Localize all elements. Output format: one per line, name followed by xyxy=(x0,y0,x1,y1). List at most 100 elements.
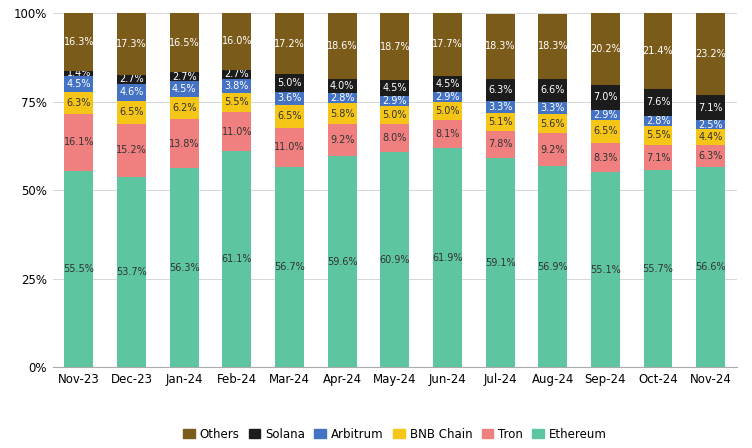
Text: 55.5%: 55.5% xyxy=(63,264,95,274)
Bar xyxy=(486,101,514,112)
Text: 1.4%: 1.4% xyxy=(67,68,91,78)
Bar xyxy=(328,124,356,156)
Bar xyxy=(117,13,146,75)
Bar xyxy=(644,13,672,89)
Text: 7.8%: 7.8% xyxy=(488,139,512,149)
Bar xyxy=(538,14,567,78)
Bar xyxy=(117,75,146,84)
Text: 5.1%: 5.1% xyxy=(488,116,512,127)
Bar xyxy=(170,13,199,72)
Text: 61.9%: 61.9% xyxy=(432,253,462,263)
Text: 4.5%: 4.5% xyxy=(435,79,459,89)
Bar xyxy=(223,112,251,151)
Text: 17.3%: 17.3% xyxy=(117,39,147,49)
Bar xyxy=(433,102,462,120)
Bar xyxy=(486,14,514,78)
Text: 60.9%: 60.9% xyxy=(380,254,410,265)
Bar xyxy=(117,84,146,100)
Text: 2.9%: 2.9% xyxy=(593,110,617,120)
Text: 6.3%: 6.3% xyxy=(699,151,723,161)
Text: 4.0%: 4.0% xyxy=(330,82,354,91)
Text: 13.8%: 13.8% xyxy=(169,139,199,149)
Bar xyxy=(696,129,725,145)
Text: 4.5%: 4.5% xyxy=(172,84,196,95)
Text: 4.6%: 4.6% xyxy=(120,87,144,97)
Text: 56.3%: 56.3% xyxy=(169,263,199,273)
Text: 6.2%: 6.2% xyxy=(172,103,196,113)
Bar xyxy=(644,145,672,170)
Bar xyxy=(381,95,409,106)
Text: 5.5%: 5.5% xyxy=(646,130,670,140)
Bar xyxy=(696,121,725,129)
Text: 3.6%: 3.6% xyxy=(277,93,302,103)
Bar xyxy=(275,92,304,105)
Bar xyxy=(117,124,146,177)
Text: 8.1%: 8.1% xyxy=(435,129,459,139)
Text: 17.2%: 17.2% xyxy=(274,39,305,49)
Bar xyxy=(644,116,672,125)
Text: 16.5%: 16.5% xyxy=(169,38,199,47)
Text: 4.4%: 4.4% xyxy=(699,132,723,142)
Text: 2.9%: 2.9% xyxy=(435,92,459,102)
Text: 2.7%: 2.7% xyxy=(172,72,196,82)
Bar xyxy=(170,82,199,97)
Bar xyxy=(538,114,567,134)
Bar xyxy=(433,76,462,92)
Text: 11.0%: 11.0% xyxy=(274,142,305,152)
Text: 7.6%: 7.6% xyxy=(646,97,670,107)
Text: 2.7%: 2.7% xyxy=(120,74,144,84)
Bar xyxy=(223,70,251,79)
Text: 8.3%: 8.3% xyxy=(593,153,617,163)
Text: 6.5%: 6.5% xyxy=(120,107,144,117)
Text: 7.1%: 7.1% xyxy=(646,153,670,163)
Text: 55.1%: 55.1% xyxy=(590,265,620,275)
Text: 53.7%: 53.7% xyxy=(117,267,147,277)
Text: 18.3%: 18.3% xyxy=(538,41,568,51)
Bar xyxy=(328,13,356,79)
Bar xyxy=(486,78,514,101)
Text: 56.7%: 56.7% xyxy=(274,262,305,272)
Bar xyxy=(696,145,725,167)
Text: 4.5%: 4.5% xyxy=(383,82,407,93)
Bar xyxy=(381,13,409,80)
Text: 2.8%: 2.8% xyxy=(330,93,354,103)
Text: 56.9%: 56.9% xyxy=(538,262,568,271)
Text: 18.7%: 18.7% xyxy=(380,42,410,52)
Text: 20.2%: 20.2% xyxy=(590,44,620,54)
Bar xyxy=(591,110,620,120)
Bar xyxy=(170,119,199,168)
Bar xyxy=(591,120,620,143)
Legend: Others, Solana, Arbitrum, BNB Chain, Tron, Ethereum: Others, Solana, Arbitrum, BNB Chain, Tro… xyxy=(178,423,611,445)
Bar xyxy=(328,156,356,367)
Text: 9.2%: 9.2% xyxy=(541,145,565,155)
Bar xyxy=(275,167,304,367)
Bar xyxy=(696,95,725,121)
Text: 7.1%: 7.1% xyxy=(699,103,723,113)
Bar xyxy=(381,152,409,367)
Text: 11.0%: 11.0% xyxy=(222,127,252,137)
Bar xyxy=(486,158,514,367)
Text: 23.2%: 23.2% xyxy=(696,49,726,59)
Bar xyxy=(170,72,199,82)
Bar xyxy=(538,78,567,102)
Bar xyxy=(223,151,251,367)
Text: 59.6%: 59.6% xyxy=(327,257,357,267)
Bar xyxy=(65,71,93,76)
Text: 55.7%: 55.7% xyxy=(642,264,674,274)
Text: 17.7%: 17.7% xyxy=(432,39,462,49)
Text: 61.1%: 61.1% xyxy=(222,254,252,264)
Text: 6.5%: 6.5% xyxy=(593,126,617,137)
Text: 5.0%: 5.0% xyxy=(383,110,407,120)
Bar xyxy=(538,166,567,367)
Text: 15.2%: 15.2% xyxy=(117,146,147,155)
Text: 2.7%: 2.7% xyxy=(225,69,249,79)
Text: 4.5%: 4.5% xyxy=(67,79,91,89)
Text: 2.9%: 2.9% xyxy=(383,96,407,106)
Bar xyxy=(538,102,567,114)
Bar xyxy=(65,13,93,71)
Text: 2.5%: 2.5% xyxy=(699,120,723,130)
Bar xyxy=(381,124,409,152)
Bar xyxy=(275,74,304,92)
Text: 2.8%: 2.8% xyxy=(646,116,670,126)
Text: 5.6%: 5.6% xyxy=(541,119,565,129)
